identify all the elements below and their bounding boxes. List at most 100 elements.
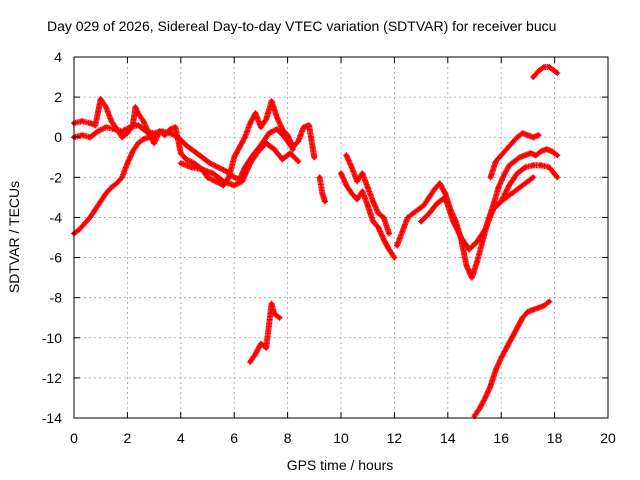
plus-marker [453,225,460,232]
y-tick-label: -14 [42,410,62,426]
x-tick-label: 10 [333,430,349,446]
series-track-d [71,130,163,237]
plus-marker [504,186,511,193]
plus-marker [207,175,214,182]
series-track-h [394,146,561,281]
plus-marker [455,229,462,236]
plus-marker [232,181,239,188]
plus-marker [97,126,104,133]
plus-marker [120,127,127,134]
plus-marker [208,160,215,167]
plus-marker [289,146,296,153]
plus-marker [211,162,218,169]
y-tick-label: 2 [54,89,62,105]
x-tick-label: 0 [70,430,78,446]
series-track-g [343,152,393,237]
plus-marker [184,156,191,163]
plus-marker [167,130,174,137]
plus-marker [168,130,175,137]
plus-marker [208,176,215,183]
plus-marker [386,230,393,237]
series-track-m [247,300,283,365]
plus-marker [268,128,275,135]
plus-marker [321,198,328,205]
y-tick-label: -10 [42,330,62,346]
plus-marker [265,130,272,137]
plus-marker [156,130,163,137]
plus-marker [502,189,509,196]
plus-marker [219,166,226,173]
x-tick-label: 14 [440,430,456,446]
plus-marker [95,128,102,135]
x-tick-label: 16 [493,430,509,446]
series-track-e [316,174,328,205]
plus-marker [205,175,212,182]
series-track-n [471,298,553,419]
plus-marker [213,179,220,186]
plus-marker [530,174,537,181]
chart-title: Day 029 of 2026, Sidereal Day-to-day VTE… [47,18,556,34]
plus-marker [99,126,106,133]
plus-marker [123,126,130,133]
plus-marker [183,156,190,163]
plus-marker [233,181,240,188]
plus-marker [554,174,561,181]
y-tick-label: 4 [54,49,62,65]
plus-marker [546,298,553,305]
series-track-i [418,162,561,253]
plus-marker [454,227,461,234]
plus-marker [503,187,510,194]
plus-marker [121,126,128,133]
data-points [71,64,561,419]
plus-marker [391,254,398,261]
plus-marker [216,164,223,171]
plus-marker [231,182,238,189]
plus-marker [269,128,276,135]
series-track-k [498,174,537,205]
y-tick-label: -8 [50,290,63,306]
y-tick-label: -2 [50,169,63,185]
y-tick-label: 0 [54,129,62,145]
series-track-f [338,170,398,261]
plus-marker [454,226,461,233]
axis-ticks: 0 2 4 6 8 10 12 14 16 18 20 -14 -12 -10 -8 -6 -4 -2 0 2 4 [42,49,616,446]
plus-marker [235,180,242,187]
x-tick-label: 4 [177,430,185,446]
x-tick-label: 2 [124,430,132,446]
plus-marker [502,190,509,197]
plus-marker [207,160,214,167]
plus-marker [450,219,457,226]
plus-marker [276,314,283,321]
plus-marker [452,222,459,229]
y-tick-label: -12 [42,370,62,386]
plus-marker [119,128,126,135]
plus-marker [451,221,458,228]
series-track-l [530,64,561,81]
plus-marker [267,129,274,136]
plus-marker [217,165,224,172]
plus-marker [209,161,216,168]
series-track-j [487,130,542,181]
y-tick-label: -6 [50,250,63,266]
y-tick-label: -4 [50,209,63,225]
plus-marker [311,154,318,161]
plus-marker [452,223,459,230]
plus-marker [212,178,219,185]
x-tick-label: 18 [547,430,563,446]
plus-marker [96,127,103,134]
x-tick-label: 12 [387,430,403,446]
plus-marker [456,230,463,237]
x-tick-label: 20 [600,430,616,446]
plus-marker [204,174,211,181]
plus-marker [187,158,194,165]
x-tick-label: 6 [230,430,238,446]
plus-marker [185,157,192,164]
y-axis-label: SDTVAR / TECUs [6,181,22,293]
plus-marker [554,70,561,77]
plus-marker [554,152,561,159]
plus-marker [450,218,457,225]
x-axis-label: GPS time / hours [287,457,394,473]
plus-marker [535,132,542,139]
